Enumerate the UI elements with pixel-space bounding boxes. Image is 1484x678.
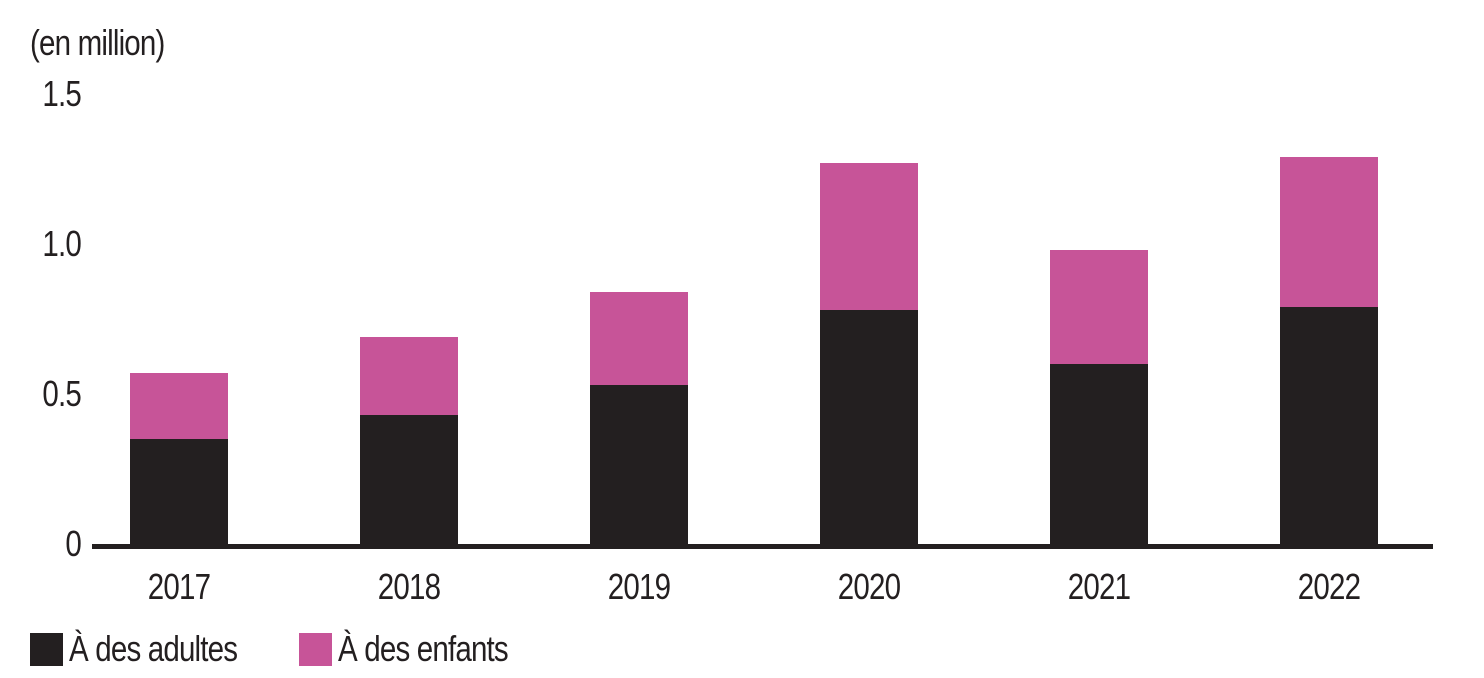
y-tick-label-0: 0: [65, 523, 81, 564]
legend-swatch-enfants: [299, 632, 332, 666]
bar-segment-enfants-2021: [1050, 250, 1148, 364]
x-axis-label-2017: 2017: [147, 566, 211, 607]
bar-segment-enfants-2019: [590, 292, 688, 385]
x-axis-label-2021: 2021: [1067, 566, 1131, 607]
bar-segment-adultes-2018: [360, 415, 458, 549]
y-tick-label-1.5: 1.5: [42, 73, 81, 114]
legend-swatch-adultes: [30, 632, 63, 666]
x-axis-label-2022: 2022: [1297, 566, 1361, 607]
legend-label-adultes: À des adultes: [69, 628, 238, 669]
y-tick-label-1.0: 1.0: [42, 223, 81, 264]
legend-item-adultes: À des adultes: [30, 628, 274, 669]
bar-segment-adultes-2019: [590, 385, 688, 549]
bar-segment-adultes-2017: [130, 439, 228, 549]
legend-label-enfants: À des enfants: [338, 628, 509, 669]
bar-segment-adultes-2020: [820, 310, 918, 549]
bar-segment-adultes-2022: [1280, 307, 1378, 549]
bar-segment-adultes-2021: [1050, 364, 1148, 549]
y-axis-unit-label: (en million): [30, 22, 165, 63]
bar-segment-enfants-2022: [1280, 157, 1378, 307]
x-axis-label-2020: 2020: [837, 566, 901, 607]
bar-segment-enfants-2020: [820, 163, 918, 310]
bar-segment-enfants-2018: [360, 337, 458, 415]
x-axis-line: [92, 544, 1433, 549]
y-tick-label-0.5: 0.5: [42, 373, 81, 414]
x-axis-label-2018: 2018: [377, 566, 441, 607]
x-axis-label-2019: 2019: [607, 566, 671, 607]
bar-segment-enfants-2017: [130, 373, 228, 439]
legend-item-enfants: À des enfants: [299, 628, 545, 669]
